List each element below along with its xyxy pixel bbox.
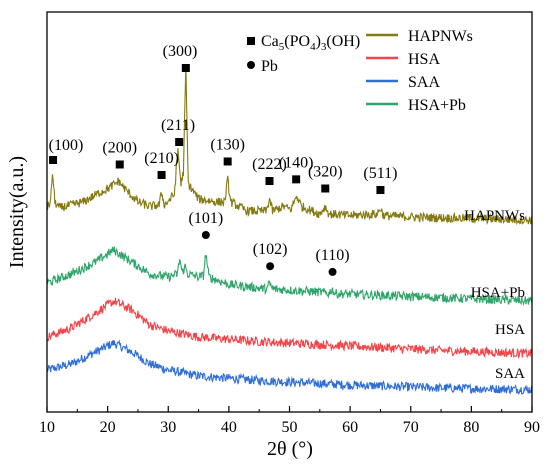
peak-label: (300) [163,43,198,60]
peak-label: (130) [210,137,245,154]
curve-label-hsa: HSA [495,322,525,338]
peak-marker-square [265,177,274,185]
x-tick-label: 20 [100,419,116,436]
peak-marker-circle [328,267,337,276]
peak-label: (210) [144,150,179,167]
peak-marker-square [292,175,301,184]
curve-label-saa: SAA [495,366,525,382]
series-layer: HAPNWs HSA SAA HSA+Pb [46,63,533,395]
x-tick-label: 60 [342,419,358,436]
peak-label: (511) [363,165,397,182]
x-tick-label: 80 [463,419,479,436]
square-marker-icon [247,37,255,45]
peak-marker-circle [266,262,275,271]
peak-label: (211) [161,117,195,134]
peak-marker-square [376,186,385,194]
y-axis-title: Intensity(a.u.) [6,156,28,268]
peak-marker-square [321,184,330,193]
series-line-hsa [46,297,533,360]
legend-entry: HAPNWs [408,28,473,45]
peak-label: (140) [279,154,314,171]
peak-marker-square [49,156,58,164]
peak-label: (100) [49,137,84,154]
peak-label: (200) [102,140,137,157]
x-axis: 10 20 30 40 50 60 70 80 90 [39,406,540,436]
curve-label-hapnws: HAPNWs [464,208,525,224]
marker-legend: Ca5(PO4)3(OH) Pb [247,33,360,75]
peak-marker-circle [201,231,210,239]
peak-label: (320) [308,164,343,181]
peak-annotations: (100) (200) (210) (211) (300) (130) (222)(140)… [49,43,397,276]
x-tick-label: 10 [39,419,55,436]
x-tick-label: 70 [403,419,419,436]
peak-marker-square [175,138,184,146]
series-legend: HAPNWs HSA SAA HSA+Pb [366,28,473,114]
peak-label: (102) [253,241,288,258]
peak-marker-square [115,160,124,169]
x-tick-label: 40 [221,419,237,436]
x-axis-title: 2θ (°) [267,438,313,460]
x-tick-label: 50 [282,419,298,436]
legend-entry: SAA [408,74,440,91]
series-line-hapnws [46,63,533,226]
peak-marker-square [157,171,166,179]
x-tick-label: 90 [524,419,540,436]
legend-entry: HSA+Pb [408,97,466,114]
marker-legend-ca: Ca5(PO4)3(OH) [261,33,360,53]
circle-marker-icon [247,61,255,69]
marker-legend-pb: Pb [261,58,278,75]
legend-entry: HSA [408,51,440,68]
peak-label: (101) [189,210,224,227]
peak-marker-square [223,157,232,166]
x-tick-label: 30 [160,419,176,436]
series-line-hsa-pb [46,246,533,307]
peak-label: (222) [252,156,287,173]
series-line-saa [46,339,533,395]
peak-marker-square [181,64,190,72]
curve-label-hsa-pb: HSA+Pb [471,285,525,301]
peak-label: (110) [316,247,350,264]
